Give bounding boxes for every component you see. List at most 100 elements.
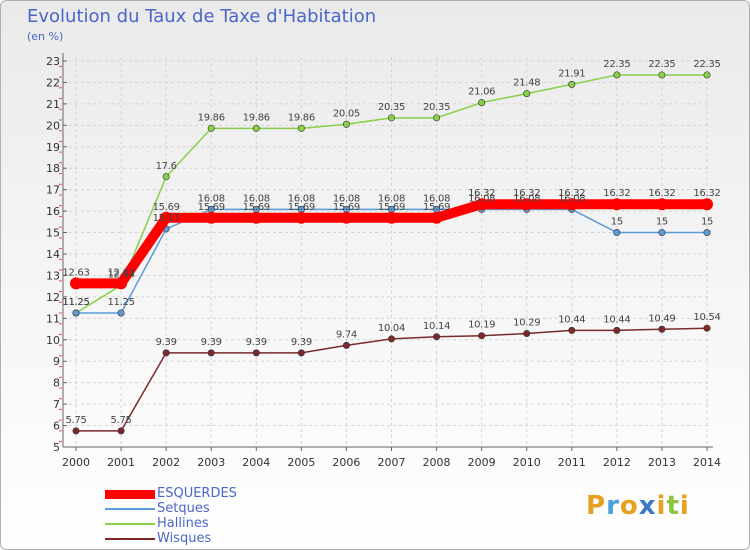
- data-point: [342, 341, 350, 349]
- x-tick-label: 2010: [513, 456, 541, 469]
- data-label: 12.63: [62, 267, 89, 278]
- data-label: 16.32: [468, 188, 495, 199]
- data-label: 9.39: [291, 337, 312, 348]
- data-point: [115, 277, 128, 290]
- x-tick-label: 2004: [242, 456, 270, 469]
- data-label: 5.75: [111, 415, 132, 426]
- data-point: [658, 71, 666, 79]
- data-label: 16.32: [693, 188, 720, 199]
- data-point: [340, 211, 353, 224]
- data-label: 19.86: [243, 112, 270, 123]
- y-tick-label: 22: [46, 76, 60, 89]
- data-label: 21.91: [558, 68, 585, 79]
- data-label: 21.48: [513, 78, 540, 89]
- data-point: [252, 349, 260, 357]
- y-tick-label: 6: [53, 420, 60, 433]
- data-point: [385, 211, 398, 224]
- y-tick-label: 7: [53, 398, 60, 411]
- data-label: 9.39: [246, 337, 267, 348]
- y-tick-label: 8: [53, 377, 60, 390]
- data-label: 15.69: [288, 202, 315, 213]
- data-label: 5.75: [65, 415, 86, 426]
- data-label: 9.39: [201, 337, 222, 348]
- data-label: 15.17: [153, 213, 180, 224]
- legend-swatch: [105, 508, 155, 510]
- logo-letter: i: [679, 491, 690, 521]
- axes: 5 6 7 8 9 10 11 12 13 14 15 16 17 18 19 20 21 22 23 2000 200…: [46, 53, 721, 469]
- data-point: [523, 330, 531, 338]
- data-point: [160, 211, 173, 224]
- data-point: [613, 326, 621, 334]
- data-label: 12.63: [108, 267, 135, 278]
- data-label: 17.6: [156, 161, 177, 172]
- y-tick-label: 20: [46, 119, 60, 132]
- data-label: 16.08: [333, 193, 360, 204]
- data-point: [658, 325, 666, 333]
- x-tick-label: 2006: [332, 456, 360, 469]
- y-tick-label: 13: [46, 269, 60, 282]
- data-point: [162, 349, 170, 357]
- legend-label: Wisques: [157, 531, 212, 546]
- data-point: [207, 124, 215, 132]
- x-tick-label: 2001: [107, 456, 135, 469]
- x-tick-label: 2009: [468, 456, 496, 469]
- data-label: 20.35: [378, 102, 405, 113]
- x-tick-label: 2012: [603, 456, 631, 469]
- data-label: 15.69: [423, 202, 450, 213]
- data-point: [568, 80, 576, 88]
- data-label: 16.08: [288, 193, 315, 204]
- data-label: 19.86: [288, 112, 315, 123]
- logo-letter: r: [606, 491, 620, 521]
- data-label: 10.54: [693, 312, 720, 323]
- data-point: [475, 198, 488, 211]
- data-point: [703, 324, 711, 332]
- data-point: [703, 229, 711, 237]
- data-label: 9.74: [336, 329, 357, 340]
- legend-label: ESQUERDES: [157, 486, 237, 501]
- legend-swatch: [105, 538, 155, 540]
- y-tick-label: 19: [46, 141, 60, 154]
- data-point: [205, 211, 218, 224]
- data-label: 10.44: [558, 314, 585, 325]
- data-label: 10.19: [468, 320, 495, 331]
- data-label: 11.25: [62, 297, 89, 308]
- data-label: 16.08: [423, 193, 450, 204]
- data-point: [478, 99, 486, 107]
- data-point: [297, 124, 305, 132]
- data-label: 16.32: [648, 188, 675, 199]
- x-tick-label: 2003: [197, 456, 225, 469]
- data-point: [568, 326, 576, 334]
- data-label: 11.25: [62, 297, 89, 308]
- data-label: 10.44: [603, 314, 630, 325]
- y-tick-label: 16: [46, 205, 60, 218]
- data-point: [703, 71, 711, 79]
- y-tick-label: 5: [53, 441, 60, 454]
- data-label: 12.54: [108, 269, 135, 280]
- data-label: 16.08: [378, 193, 405, 204]
- x-tick-label: 2011: [558, 456, 586, 469]
- y-tick-label: 21: [46, 98, 60, 111]
- data-point: [478, 332, 486, 340]
- data-point: [117, 309, 125, 317]
- data-point: [297, 349, 305, 357]
- data-point: [658, 229, 666, 237]
- data-point: [70, 277, 82, 290]
- data-label: 15: [656, 217, 668, 228]
- data-label: 15.69: [243, 202, 270, 213]
- logo-letter: i: [656, 491, 667, 521]
- data-label: 10.29: [513, 318, 540, 329]
- data-label: 22.35: [648, 59, 675, 70]
- y-tick-label: 15: [46, 227, 60, 240]
- data-label: 19.86: [198, 112, 225, 123]
- x-tick-label: 2013: [648, 456, 676, 469]
- y-tick-label: 18: [46, 162, 60, 175]
- y-tick-label: 17: [46, 184, 60, 197]
- y-tick-label: 23: [46, 55, 60, 68]
- data-label: 16.08: [468, 193, 495, 204]
- data-point: [72, 427, 80, 435]
- data-label: 16.08: [198, 193, 225, 204]
- data-label: 16.08: [243, 193, 270, 204]
- x-tick-label: 2007: [378, 456, 406, 469]
- legend-swatch: [105, 523, 155, 525]
- unit-label: (en %): [27, 30, 64, 43]
